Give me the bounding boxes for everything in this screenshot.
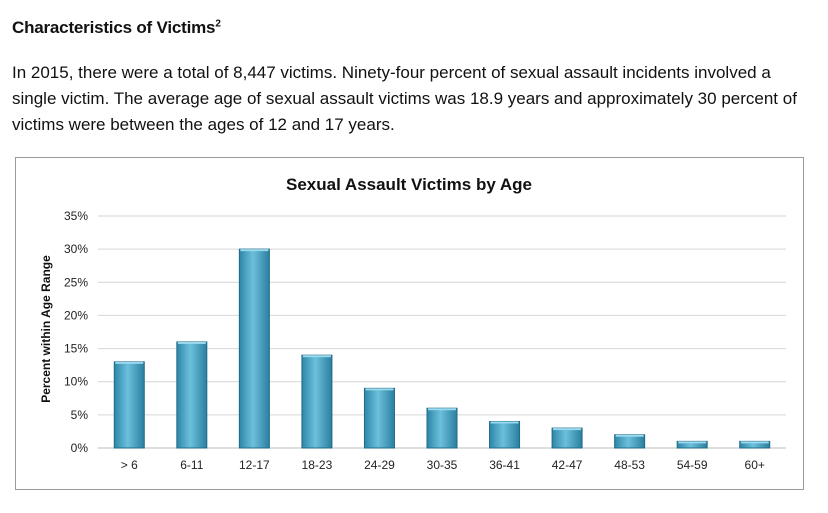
x-tick-label: 30-35	[427, 458, 458, 472]
bar-highlight	[365, 388, 394, 391]
x-tick-label: > 6	[121, 458, 138, 472]
bar-12-17	[238, 248, 270, 449]
y-tick-label: 30%	[64, 242, 88, 256]
x-tick-label: 12-17	[239, 458, 270, 472]
footnote-marker: 2	[215, 18, 221, 30]
y-tick-label: 35%	[64, 209, 88, 223]
bar-highlight	[615, 434, 644, 437]
bar-highlight	[302, 355, 331, 358]
y-tick-label: 25%	[64, 275, 88, 289]
y-axis-label: Percent within Age Range	[39, 255, 53, 403]
chart-container: Sexual Assault Victims by Age Percent wi…	[15, 157, 804, 490]
bar-highlight	[490, 421, 519, 424]
y-tick-label: 10%	[64, 375, 88, 389]
x-tick-label: 24-29	[364, 458, 395, 472]
bar-highlight	[678, 441, 707, 444]
y-tick-label: 20%	[64, 308, 88, 322]
bar-highlight	[428, 408, 456, 411]
y-tick-label: 15%	[64, 342, 88, 356]
x-tick-label: 18-23	[302, 458, 333, 472]
section-heading-text: Characteristics of Victims	[12, 18, 216, 37]
bar-6	[113, 361, 145, 449]
age-bar-chart: Sexual Assault Victims by Age Percent wi…	[39, 175, 786, 472]
bar-18-23	[301, 354, 333, 449]
x-tick-label: 42-47	[552, 458, 583, 472]
bar-highlight	[740, 441, 769, 444]
bar-30-35	[426, 407, 458, 449]
bar-highlight	[177, 341, 206, 344]
summary-paragraph: In 2015, there were a total of 8,447 vic…	[12, 63, 797, 134]
bar-highlight	[115, 361, 144, 364]
chart-title: Sexual Assault Victims by Age	[286, 175, 532, 194]
x-tick-label: 48-53	[614, 458, 645, 472]
x-tick-label: 54-59	[677, 458, 708, 472]
bar-36-41	[489, 420, 521, 449]
x-tick-label: 6-11	[180, 458, 203, 472]
bar-6-11	[176, 341, 208, 449]
bar-highlight	[240, 249, 269, 252]
x-tick-label: 36-41	[489, 458, 520, 472]
x-tick-label: 60+	[745, 458, 765, 472]
bar-42-47	[551, 427, 583, 449]
bar-highlight	[553, 428, 582, 431]
y-tick-label: 0%	[71, 441, 89, 455]
bar-24-29	[363, 387, 395, 449]
section-heading: Characteristics of Victims2	[12, 18, 221, 38]
y-tick-label: 5%	[71, 408, 89, 422]
